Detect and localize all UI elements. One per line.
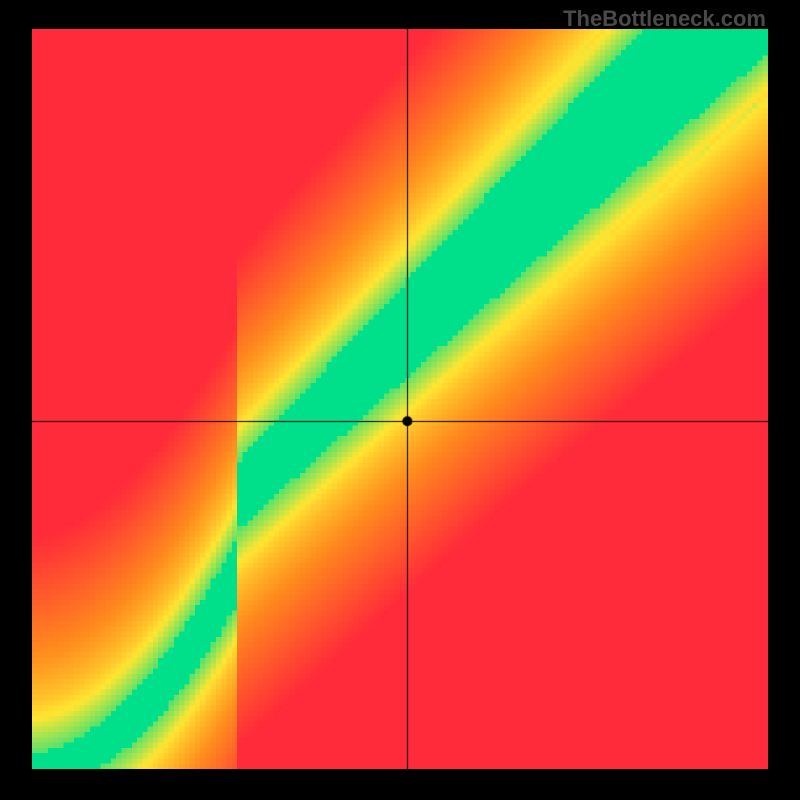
chart-container: TheBottleneck.com [0, 0, 800, 800]
bottleneck-heatmap [32, 29, 768, 769]
